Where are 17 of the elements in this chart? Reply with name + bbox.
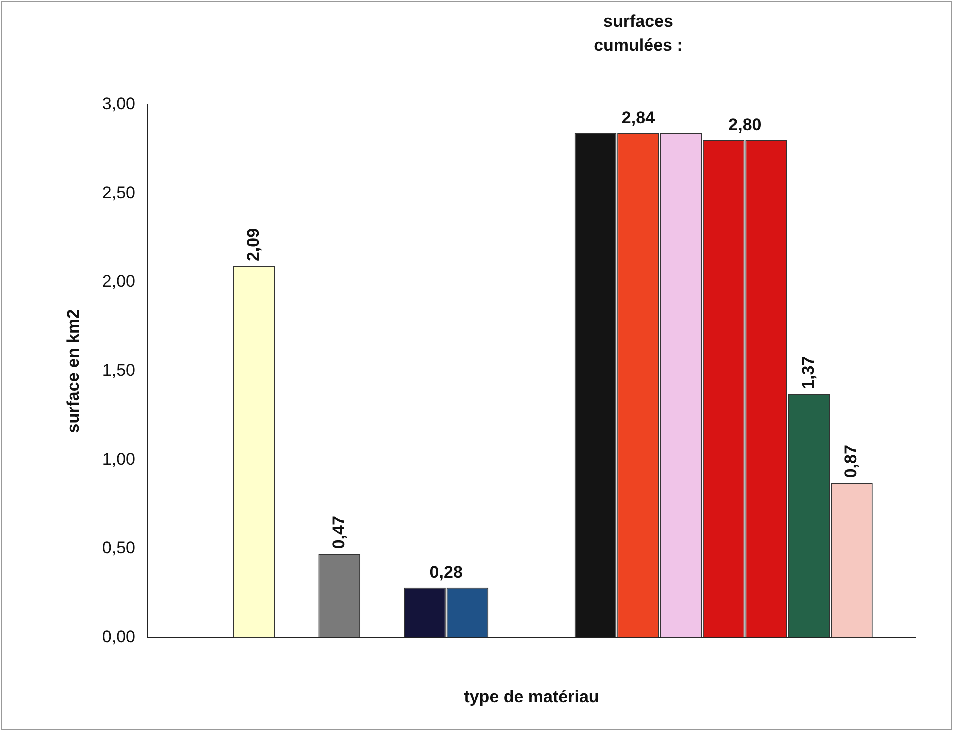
- data-label: 0,47: [329, 516, 348, 550]
- y-tick-label: 0,00: [102, 627, 136, 646]
- data-label: 2,80: [728, 116, 762, 135]
- y-tick-label: 2,50: [102, 183, 136, 202]
- y-tick-label: 2,00: [102, 272, 136, 292]
- data-label: 0,87: [842, 445, 861, 478]
- data-label: 1,37: [798, 356, 818, 390]
- text: surfaces cumulées :: [594, 12, 683, 56]
- data-label: 2,84: [622, 108, 656, 128]
- y-tick-label: 0,50: [102, 538, 136, 558]
- x-axis-title: type de matériau: [464, 687, 600, 706]
- y-tick-label: 1,50: [102, 360, 136, 380]
- y-axis-title: surface en km2: [64, 309, 83, 434]
- data-label: 0,28: [430, 563, 463, 582]
- y-tick-label: 3,00: [102, 94, 136, 114]
- y-tick-label: 1,00: [102, 450, 136, 469]
- data-label: 2,09: [244, 228, 263, 262]
